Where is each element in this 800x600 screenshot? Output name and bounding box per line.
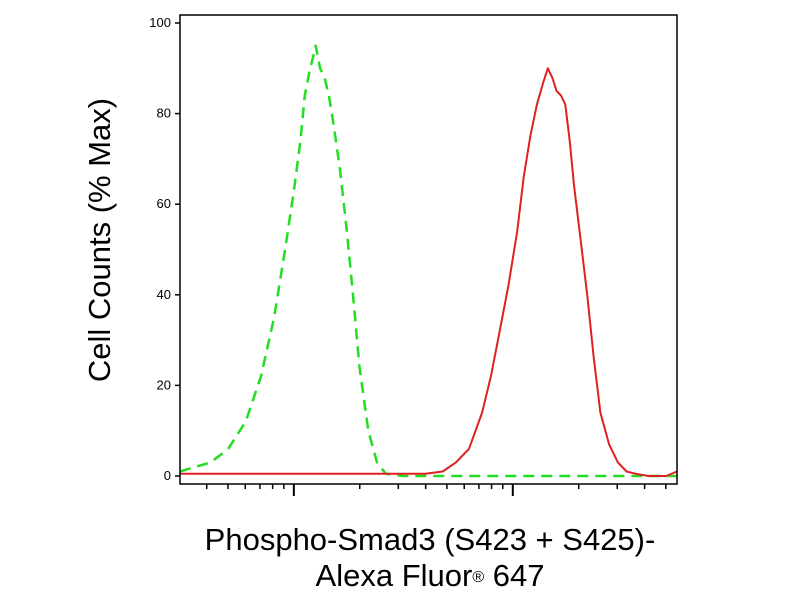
x-axis-ticks [205,484,667,496]
x-axis-label: Phospho-Smad3 (S423 + S425)- Alexa Fluor… [150,522,710,594]
y-tick-label: 40 [157,287,171,302]
y-tick-label: 60 [157,196,171,211]
registered-mark: ® [472,569,485,586]
stained-histogram-line [180,67,678,477]
y-tick-label: 100 [149,15,171,30]
y-tick-label: 80 [157,106,171,121]
x-axis-label-line2-main: Alexa Fluor [315,558,473,593]
y-axis-label-text: Cell Counts (% Max) [82,97,117,383]
y-axis-label: Cell Counts (% Max) [70,50,130,430]
x-axis-label-line1: Phospho-Smad3 (S423 + S425)- [204,522,656,557]
y-tick-label: 0 [164,468,171,483]
y-tick-label: 20 [157,377,171,392]
series-layer [179,44,678,478]
x-axis-label-line2: Alexa Fluor® 647 [150,558,710,594]
control-histogram-line [179,44,677,478]
plot-frame [179,14,678,485]
y-axis-ticks: 0 20 40 60 80 100 [149,15,180,483]
x-axis-label-line2-end: 647 [484,558,545,593]
